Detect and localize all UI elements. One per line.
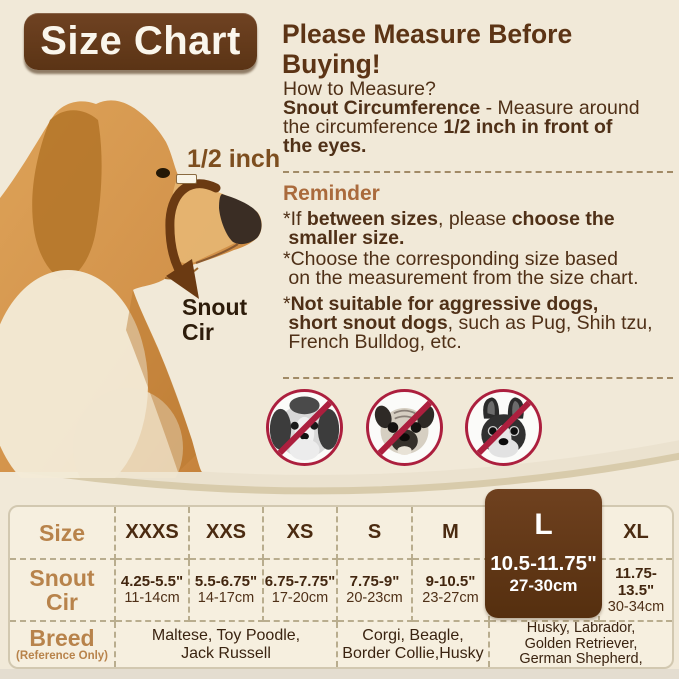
size-col-header-XXS: XXS	[190, 507, 264, 560]
size-l-label: L	[534, 508, 553, 541]
banned-dog-french-bulldog	[465, 389, 542, 466]
dog-mouth-line	[195, 243, 239, 264]
page-title: Please Measure Before Buying!	[282, 19, 573, 79]
banned-dog-shih-tzu	[266, 389, 343, 466]
breed-cell-1: Corgi, Beagle, Border Collie,Husky	[338, 622, 490, 667]
snout-cell-XS: 6.75-7.75" 17-20cm	[264, 560, 338, 622]
snout-cell-S: 7.75-9" 20-23cm	[338, 560, 413, 622]
snout-cell-M: 9-10.5" 23-27cm	[413, 560, 490, 622]
dog-chest-fur2	[73, 388, 183, 478]
breed-cell-2: Husky, Labrador, Golden Retriever, German …	[519, 622, 643, 667]
dog-eye	[156, 168, 170, 178]
reminder-item: *If between sizes, please choose the sma…	[283, 208, 615, 249]
size-col-header-XS: XS	[264, 507, 338, 560]
how-to-measure-section: How to Measure? Snout Circumference - Me…	[283, 79, 679, 156]
row-label-size: Size	[10, 507, 116, 560]
dog-ear	[32, 110, 102, 280]
reminder-item: *Not suitable for aggressive dogs, short…	[283, 293, 653, 353]
how-to-measure-text: Snout Circumference - Measure around the…	[283, 97, 640, 157]
row-label-breed: Breed (Reference Only)	[10, 622, 116, 667]
separator-line	[283, 171, 673, 173]
size-col-header-XXXS: XXXS	[116, 507, 190, 560]
size-table: Size XXXS XXS XS S M XL Snout Cir 4.25-5.5" 11-14c…	[8, 505, 674, 669]
dog-neck-shading	[126, 290, 196, 472]
separator-line	[283, 377, 673, 379]
snout-cell-XXXS: 4.25-5.5" 11-14cm	[116, 560, 190, 622]
reminder-item: *Choose the corresponding size based on …	[283, 248, 639, 289]
snout-cell-XL: 11.75-13.5" 30-34cm	[600, 560, 672, 622]
not-suitable-dogs	[266, 389, 586, 467]
how-to-measure-heading: How to Measure?	[283, 78, 436, 100]
snout-cell-XXS: 5.5-6.75" 14-17cm	[190, 560, 264, 622]
size-l-inch-range: 10.5-11.75"	[490, 552, 597, 575]
reminder-list: *If between sizes, please choose the sma…	[283, 208, 679, 354]
french-bulldog-icon	[481, 397, 526, 458]
snout-cir-label: Snout Cir	[182, 294, 248, 345]
dog-nose	[219, 194, 262, 245]
arrowhead	[166, 259, 199, 299]
size-col-header-S: S	[338, 507, 413, 560]
size-l-cm-range: 27-30cm	[509, 576, 578, 595]
size-table-grid: Size XXXS XXS XS S M XL Snout Cir 4.25-5.5" 11-14c…	[10, 507, 672, 667]
reminder-heading: Reminder	[283, 182, 380, 205]
measure-arrow	[165, 179, 221, 299]
half-inch-marker	[176, 174, 197, 184]
breed-cell-0: Maltese, Toy Poodle, Jack Russell	[116, 622, 338, 667]
size-chart-badge: Size Chart	[24, 13, 257, 70]
size-col-header-M: M	[413, 507, 490, 560]
size-col-header-XL: XL	[600, 507, 672, 560]
banned-dog-pug	[366, 389, 443, 466]
dog-photo	[0, 100, 262, 478]
half-inch-label: 1/2 inch	[187, 145, 281, 173]
row-label-snout-cir: Snout Cir	[10, 560, 116, 622]
bottom-edge-strip	[0, 669, 679, 679]
highlighted-size-l: L 10.5-11.75" 27-30cm	[485, 489, 602, 618]
